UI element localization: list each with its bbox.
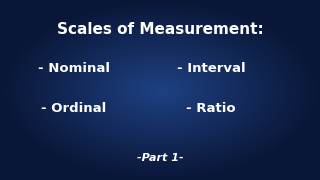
Text: -Part 1-: -Part 1- bbox=[137, 153, 183, 163]
Text: - Interval: - Interval bbox=[177, 62, 245, 75]
Text: Scales of Measurement:: Scales of Measurement: bbox=[57, 22, 263, 37]
Text: - Nominal: - Nominal bbox=[38, 62, 109, 75]
Text: - Ordinal: - Ordinal bbox=[41, 102, 106, 114]
Text: - Ratio: - Ratio bbox=[186, 102, 236, 114]
